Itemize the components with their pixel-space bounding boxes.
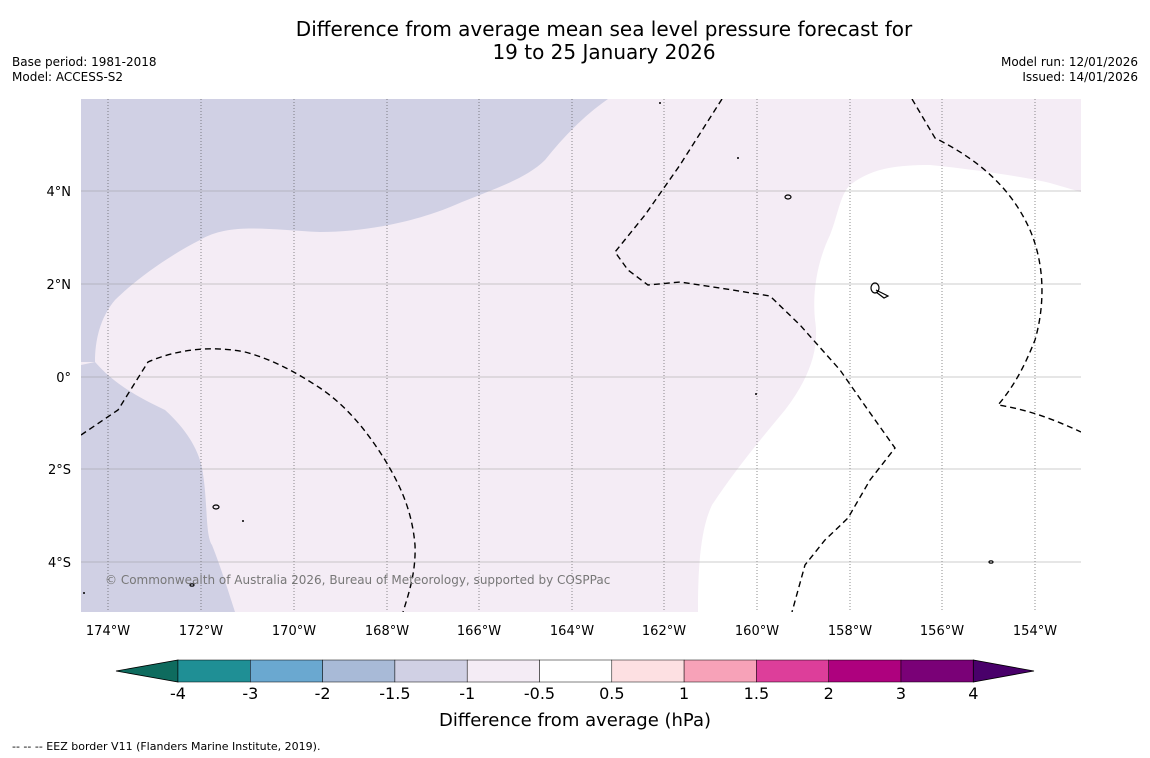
colorbar-tick-label: -1.5 bbox=[379, 684, 410, 703]
eez-border-west bbox=[81, 348, 416, 612]
latitude-label: 4°N bbox=[47, 185, 72, 200]
longitude-label: 164°W bbox=[550, 624, 594, 639]
longitude-labels: 174°W 172°W 170°W 168°W 166°W 164°W 162°W 160°W… bbox=[86, 624, 1057, 639]
longitude-label: 160°W bbox=[735, 624, 779, 639]
title-line-1: Difference from average mean sea level p… bbox=[295, 17, 913, 41]
colorbar-tick-label: -0.5 bbox=[524, 684, 555, 703]
colorbar-segment bbox=[756, 659, 829, 683]
longitude-label: 154°W bbox=[1013, 624, 1057, 639]
longitude-label: 158°W bbox=[828, 624, 872, 639]
islet-dot bbox=[755, 393, 757, 395]
islands bbox=[189, 194, 994, 587]
colorbar-tick-label: -3 bbox=[242, 684, 258, 703]
colorbar-segment bbox=[322, 659, 396, 683]
colorbar-segment bbox=[611, 659, 685, 683]
eez-border-east bbox=[911, 99, 1081, 433]
colorbar-segment bbox=[539, 659, 613, 683]
longitude-label: 172°W bbox=[179, 624, 223, 639]
colorbar-tick-label: -4 bbox=[170, 684, 186, 703]
title-line-2: 19 to 25 January 2026 bbox=[492, 40, 716, 64]
longitude-label: 174°W bbox=[86, 624, 130, 639]
island-4 bbox=[212, 504, 220, 510]
region-minus1.5-to-minus1-south bbox=[81, 362, 235, 612]
graticule bbox=[81, 99, 1081, 612]
longitude-label: 166°W bbox=[457, 624, 501, 639]
colorbar-tick-label: -1 bbox=[459, 684, 475, 703]
longitude-label: 170°W bbox=[272, 624, 316, 639]
colorbar-segment bbox=[177, 659, 251, 683]
region-neutral bbox=[698, 165, 1081, 612]
islet-dot bbox=[83, 592, 85, 594]
eez-border-central bbox=[614, 99, 896, 612]
longitude-label: 156°W bbox=[920, 624, 964, 639]
colorbar-segment bbox=[466, 659, 540, 683]
island-6 bbox=[988, 560, 994, 564]
map-area: © Commonwealth of Australia 2026, Bureau… bbox=[81, 99, 1081, 612]
colorbar-tick-label: -2 bbox=[315, 684, 331, 703]
islet-dots bbox=[83, 102, 757, 594]
colorbar-segment bbox=[900, 659, 974, 683]
latitude-label: 2°N bbox=[47, 278, 72, 293]
islet-dot bbox=[737, 157, 739, 159]
eez-footnote: -- -- -- EEZ border V11 (Flanders Marine… bbox=[12, 740, 321, 753]
colorbar-segment bbox=[394, 659, 468, 683]
colorbar-tick-label: 3 bbox=[896, 684, 906, 703]
colorbar-segment bbox=[683, 659, 757, 683]
colorbar-arrow-right bbox=[972, 659, 1035, 683]
colorbar-tick-label: 1.5 bbox=[744, 684, 769, 703]
region-minus1.5-to-minus1-north bbox=[81, 99, 608, 362]
colorbar: -4 -3 -2 -1.5 -1 -0.5 0.5 1 1.5 2 3 4 bbox=[115, 659, 1035, 703]
eez-borders bbox=[81, 99, 1081, 612]
island-3 bbox=[875, 289, 890, 299]
latitude-labels: 4°N 2°N 0° 2°S 4°S bbox=[47, 185, 72, 571]
colorbar-tick-label: 1 bbox=[679, 684, 689, 703]
islet-dot bbox=[242, 520, 244, 522]
copyright-notice: © Commonwealth of Australia 2026, Bureau… bbox=[105, 573, 610, 587]
issued-date: Issued: 14/01/2026 bbox=[1022, 70, 1138, 84]
colorbar-tick-label: 2 bbox=[824, 684, 834, 703]
latitude-label: 0° bbox=[56, 371, 71, 386]
chart-title: Difference from average mean sea level p… bbox=[0, 18, 1150, 64]
model-info: Base period: 1981-2018 Model: ACCESS-S2 bbox=[12, 55, 157, 85]
base-period: Base period: 1981-2018 bbox=[12, 55, 157, 69]
colorbar-segment bbox=[828, 659, 902, 683]
island-1 bbox=[784, 194, 792, 200]
colorbar-tick-label: 0.5 bbox=[599, 684, 624, 703]
latitude-label: 2°S bbox=[48, 463, 71, 478]
longitude-label: 168°W bbox=[365, 624, 409, 639]
run-info: Model run: 12/01/2026 Issued: 14/01/2026 bbox=[1001, 55, 1138, 85]
model-run: Model run: 12/01/2026 bbox=[1000, 55, 1138, 69]
island-5 bbox=[189, 583, 195, 587]
colorbar-segment bbox=[250, 659, 323, 683]
longitude-label: 162°W bbox=[642, 624, 686, 639]
island-2 bbox=[870, 282, 880, 294]
colorbar-arrow-left bbox=[115, 659, 179, 683]
model-name: Model: ACCESS-S2 bbox=[12, 70, 124, 84]
islet-dot bbox=[659, 102, 661, 104]
latitude-label: 4°S bbox=[48, 556, 71, 571]
colorbar-tick-label: 4 bbox=[968, 684, 978, 703]
colorbar-title: Difference from average (hPa) bbox=[439, 710, 711, 731]
